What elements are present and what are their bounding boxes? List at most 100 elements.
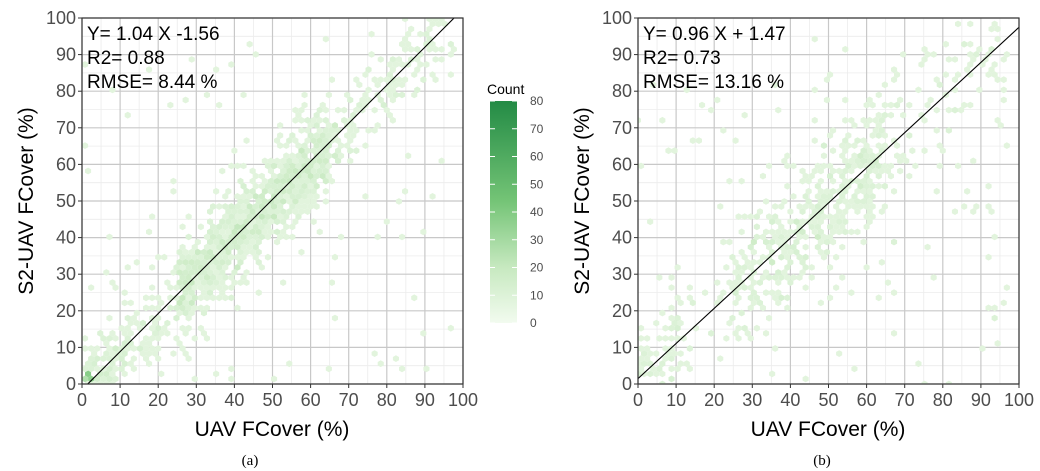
hexbin-cell bbox=[860, 238, 867, 246]
hexbin-cell bbox=[124, 335, 131, 342]
hexbin-cell bbox=[207, 228, 214, 236]
hexbin-cell bbox=[225, 187, 232, 195]
hexbin-cell bbox=[668, 304, 675, 312]
hexbin-cell bbox=[127, 340, 134, 347]
hexbin-cell bbox=[188, 258, 195, 266]
hexbin-cell bbox=[197, 253, 204, 261]
hexbin-cell bbox=[796, 253, 803, 261]
hexbin-cell bbox=[243, 238, 250, 246]
hexbin-cell bbox=[906, 172, 913, 180]
hexbin-cell bbox=[295, 111, 302, 119]
hexbin-cell bbox=[121, 329, 128, 337]
hexbin-cell bbox=[438, 45, 445, 53]
hexbin-cell bbox=[383, 106, 390, 114]
hexbin-cell bbox=[210, 233, 217, 241]
hexbin-cell bbox=[729, 284, 736, 291]
hexbin-cell bbox=[219, 218, 226, 226]
hexbin-cell bbox=[869, 213, 876, 220]
y-tick-label: 50 bbox=[56, 191, 76, 211]
hexbin-cell bbox=[951, 76, 958, 84]
hexbin-cell bbox=[252, 253, 259, 261]
hexbin-cell bbox=[811, 228, 818, 236]
hexbin-cell bbox=[735, 213, 742, 220]
hexbin-cell bbox=[817, 238, 824, 246]
hexbin-cell bbox=[210, 294, 217, 302]
hexbin-cell bbox=[322, 187, 329, 195]
hexbin-cell bbox=[185, 264, 192, 271]
hexbin-cell bbox=[860, 198, 867, 205]
hexbin-cell bbox=[185, 233, 192, 241]
hexbin-cell bbox=[756, 208, 763, 215]
hexbin-cell bbox=[662, 335, 669, 342]
hexbin-cell bbox=[781, 269, 788, 276]
hexbin-cell bbox=[799, 208, 806, 215]
hexbin-cell bbox=[399, 61, 406, 68]
hexbin-cell bbox=[1000, 299, 1007, 307]
hexbin-cell bbox=[246, 213, 253, 220]
hexbin-cell bbox=[787, 258, 794, 266]
hexbin-cell bbox=[328, 76, 335, 84]
hexbin-cell bbox=[790, 274, 797, 281]
hexbin-cell bbox=[836, 218, 843, 226]
y-axis-title: S2-UAV FCover (%) bbox=[15, 107, 38, 294]
hexbin-cell bbox=[267, 218, 274, 226]
hexbin-cell bbox=[912, 162, 919, 170]
hexbin-cell bbox=[234, 203, 241, 210]
hexbin-cell bbox=[207, 218, 214, 226]
hexbin-layer bbox=[82, 18, 457, 384]
hexbin-cell bbox=[781, 157, 788, 165]
hexbin-cell bbox=[778, 253, 785, 261]
hexbin-cell bbox=[686, 345, 693, 352]
hexbin-cell bbox=[854, 187, 861, 195]
hexbin-cell bbox=[747, 243, 754, 251]
hexbin-cell bbox=[124, 345, 131, 352]
hexbin-cell bbox=[863, 101, 870, 109]
hexbin-cell bbox=[842, 228, 849, 236]
y-axis-title: S2-UAV FCover (%) bbox=[571, 107, 594, 294]
hexbin-cell bbox=[210, 203, 217, 210]
hexbin-cell bbox=[881, 132, 888, 139]
hexbin-cell bbox=[994, 25, 1001, 33]
hexbin-cell bbox=[316, 127, 323, 134]
hexbin-cell bbox=[775, 269, 782, 276]
hexbin-cell bbox=[854, 208, 861, 215]
hexbin-cell bbox=[249, 187, 256, 195]
hexbin-cell bbox=[341, 106, 348, 114]
hexbin-cell bbox=[738, 177, 745, 185]
hexbin-cell bbox=[271, 375, 278, 383]
hexbin-cell bbox=[887, 101, 894, 109]
hexbin-cell bbox=[203, 294, 210, 302]
hexbin-cell bbox=[374, 233, 381, 241]
hexbin-cell bbox=[426, 18, 433, 23]
hexbin-cell bbox=[237, 208, 244, 215]
hexbin-cell bbox=[650, 81, 657, 89]
hexbin-cell bbox=[808, 223, 815, 231]
hexbin-cell bbox=[744, 329, 751, 337]
hexbin-cell bbox=[347, 116, 354, 124]
hexbin-cell bbox=[295, 162, 302, 170]
hexbin-cell bbox=[830, 177, 837, 185]
hexbin-cell bbox=[383, 86, 390, 94]
hexbin-cell bbox=[802, 243, 809, 251]
hexbin-cell bbox=[732, 269, 739, 276]
hexbin-cell bbox=[830, 147, 837, 155]
hexbin-cell bbox=[133, 309, 140, 317]
hexbin-cell bbox=[714, 96, 721, 104]
hexbin-cell bbox=[408, 45, 415, 53]
hexbin-cell bbox=[304, 187, 311, 195]
hexbin-cell bbox=[289, 132, 296, 139]
hexbin-cell bbox=[210, 284, 217, 291]
legend-tick-label: 50 bbox=[530, 177, 544, 191]
hexbin-cell bbox=[897, 157, 904, 165]
hexbin-cell bbox=[671, 147, 678, 155]
hexbin-cell bbox=[127, 299, 134, 307]
hexbin-cell bbox=[677, 299, 684, 307]
hexbin-cell bbox=[659, 116, 666, 124]
hexbin-cell bbox=[258, 233, 265, 241]
hexbin-cell bbox=[222, 274, 229, 281]
hexbin-cell bbox=[82, 345, 89, 352]
hexbin-cell bbox=[249, 228, 256, 236]
hexbin-cell bbox=[775, 106, 782, 114]
hexbin-cell bbox=[903, 157, 910, 165]
hexbin-cell bbox=[738, 269, 745, 276]
